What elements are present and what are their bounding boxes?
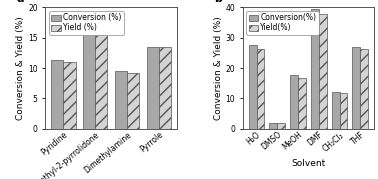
Text: a: a (16, 0, 24, 4)
Bar (339, 93, 347, 129)
Bar (83, 27, 95, 129)
Bar (319, 14, 327, 129)
Bar (147, 47, 159, 129)
Bar (64, 62, 76, 129)
Y-axis label: Conversion & Yield (%): Conversion & Yield (%) (16, 16, 25, 120)
Legend: Conversion (%), Yield (%): Conversion (%), Yield (%) (49, 11, 124, 35)
Bar (277, 123, 285, 129)
Bar (95, 27, 107, 129)
X-axis label: Solvent: Solvent (291, 159, 325, 168)
Bar (298, 78, 306, 129)
Bar (311, 9, 319, 129)
Bar (115, 71, 127, 129)
Bar (257, 49, 265, 129)
Bar (51, 60, 64, 129)
Legend: Conversion(%), Yield(%): Conversion(%), Yield(%) (246, 11, 319, 35)
Text: b: b (214, 0, 222, 4)
Y-axis label: Conversion & Yield (%): Conversion & Yield (%) (214, 16, 223, 120)
Bar (352, 47, 360, 129)
Bar (127, 73, 139, 129)
Bar (249, 45, 257, 129)
Bar (159, 47, 171, 129)
Bar (290, 75, 298, 129)
Bar (360, 49, 368, 129)
Bar (270, 123, 277, 129)
Bar (332, 92, 339, 129)
